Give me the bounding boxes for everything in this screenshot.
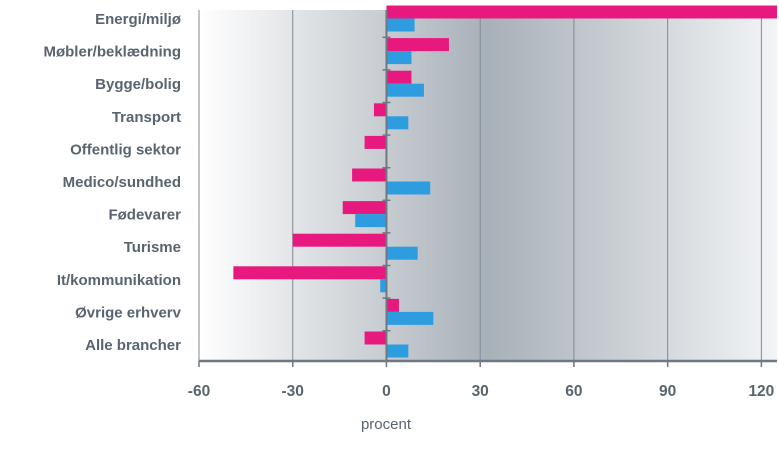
x-tick-label: 120 [748, 383, 774, 400]
bar-pink-8 [233, 266, 387, 280]
category-label: Møbler/beklædning [43, 44, 181, 61]
bar-pink-7 [292, 233, 387, 247]
bars [233, 5, 777, 358]
bar-blue-7 [386, 246, 418, 260]
bar-blue-6 [355, 214, 387, 228]
plot-background [199, 10, 777, 361]
bar-blue-9 [386, 311, 434, 325]
x-axis-label: procent [361, 416, 412, 433]
axes [198, 10, 777, 367]
category-label: Øvrige erhverv [75, 304, 182, 321]
x-tick-label: -30 [282, 383, 304, 400]
bar-pink-0 [386, 5, 777, 19]
bar-pink-9 [386, 298, 399, 312]
bar-pink-10 [364, 331, 387, 345]
category-label: Medico/sundhed [63, 174, 181, 191]
bar-pink-6 [342, 201, 387, 215]
category-label: Transport [112, 109, 181, 126]
x-tick-label: 90 [659, 383, 676, 400]
category-labels: Energi/miljø Møbler/beklædning Bygge/bolig… [43, 11, 181, 354]
bar-pink-2 [386, 70, 412, 84]
category-label: Offentlig sektor [70, 141, 181, 158]
bar-blue-8 [380, 279, 387, 293]
bar-blue-5 [386, 181, 431, 195]
category-label: It/kommunikation [57, 272, 181, 289]
bar-pink-1 [386, 38, 449, 52]
category-label: Bygge/bolig [95, 76, 181, 93]
bar-blue-2 [386, 83, 424, 97]
grid-lines [198, 10, 762, 361]
bar-blue-0 [386, 18, 415, 32]
bar-blue-1 [386, 51, 412, 65]
x-tick-label: 30 [472, 383, 489, 400]
category-label: Turisme [124, 239, 181, 256]
x-tick-label: 0 [382, 383, 391, 400]
bar-pink-3 [373, 103, 387, 117]
x-tick-labels: -60 -30 0 30 60 90 120 [188, 383, 775, 400]
bar-blue-10 [386, 344, 409, 358]
x-tick-label: 60 [565, 383, 582, 400]
category-label: Alle brancher [85, 337, 181, 354]
bar-pink-4 [364, 135, 387, 149]
bar-blue-3 [386, 116, 409, 130]
category-label: Fødevarer [108, 207, 181, 224]
bar-pink-5 [352, 168, 387, 182]
x-tick-label: -60 [188, 383, 210, 400]
category-label: Energi/miljø [95, 11, 182, 28]
